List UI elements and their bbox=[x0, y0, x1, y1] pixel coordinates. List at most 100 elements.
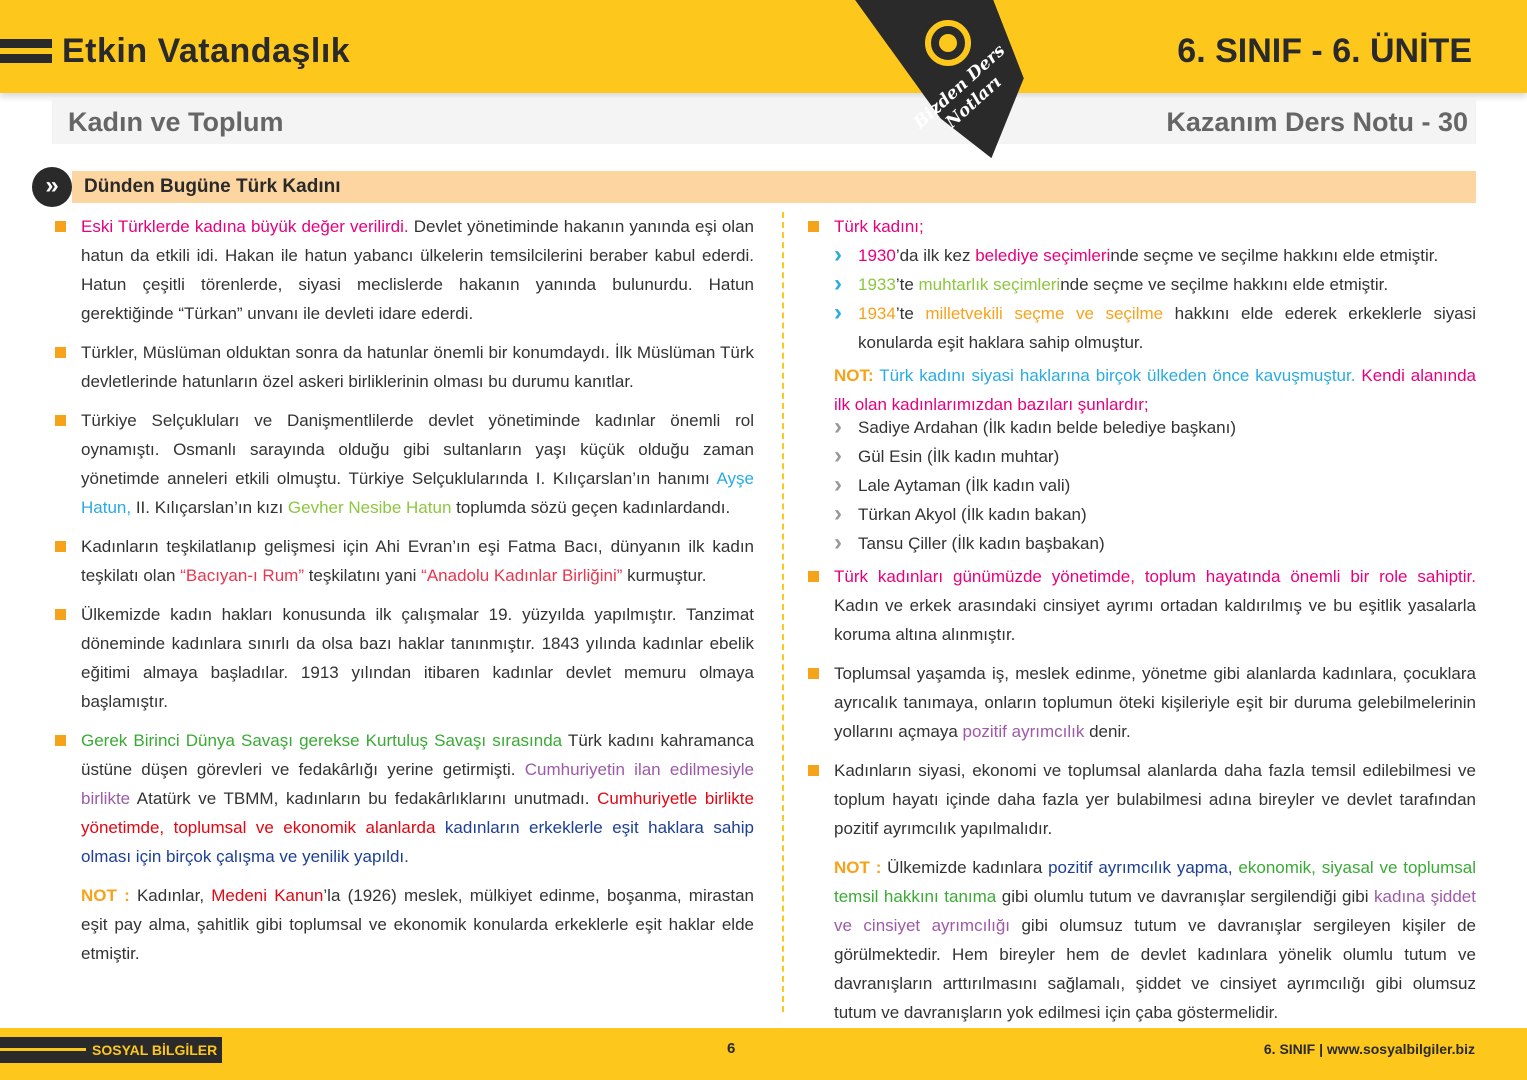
text-run: Lale Aytaman (İlk kadın vali) bbox=[858, 476, 1071, 495]
chevron-right-icon: › bbox=[834, 500, 842, 527]
square-bullet-icon bbox=[808, 571, 819, 582]
text-run: Türk kadını siyasi haklarına birçok ülke… bbox=[873, 366, 1356, 385]
bullet-paragraph: Türkler, Müslüman olduktan sonra da hatu… bbox=[55, 338, 754, 396]
left-column: Eski Türklerde kadına büyük değer verili… bbox=[55, 212, 754, 972]
text-run: Gül Esin (İlk kadın muhtar) bbox=[858, 447, 1060, 466]
text-run: Devlet yönetiminde hakanın yanında eşi o… bbox=[81, 217, 754, 323]
text-run: ’te bbox=[895, 275, 919, 294]
unit-label: 6. SINIF - 6. ÜNİTE bbox=[1177, 32, 1472, 70]
text-run: Türkan Akyol (İlk kadın bakan) bbox=[858, 505, 1087, 524]
text-run: II. Kılıçarslan’ın kızı bbox=[131, 498, 288, 517]
list-item: › 1933’te muhtarlık seçimlerinde seçme ve… bbox=[834, 270, 1476, 299]
chevron-right-icon: › bbox=[834, 471, 842, 498]
list-item: › 1934’te milletvekili seçme ve seçilme h… bbox=[834, 299, 1476, 357]
text-run: kadınların erkeklerle eşit haklara sahip… bbox=[81, 818, 754, 866]
footer-bar bbox=[0, 1028, 1527, 1080]
chevron-right-icon: › bbox=[834, 299, 842, 326]
footer-subject: SOSYAL BİLGİLER bbox=[0, 1037, 222, 1063]
square-bullet-icon bbox=[55, 735, 66, 746]
list-item: › Sadiye Ardahan (İlk kadın belde belediy… bbox=[834, 413, 1476, 442]
right-column: Türk kadını; › 1930’da ilk kez belediye se… bbox=[808, 212, 1476, 1031]
text-run: Kadınların teşkilatlanıp gelişmesi için … bbox=[81, 537, 754, 585]
text-run: Kadınlar, bbox=[129, 886, 212, 905]
header-bar bbox=[0, 0, 1527, 93]
text-run: kurmuştur. bbox=[622, 566, 707, 585]
sub-list: › Sadiye Ardahan (İlk kadın belde belediy… bbox=[834, 413, 1476, 558]
text-run: Türk kadını; bbox=[834, 217, 924, 236]
text-run: ekonomik, siyasal ve toplumsal temsil ha… bbox=[834, 858, 1477, 906]
text-run: 1934 bbox=[858, 304, 896, 323]
chevron-right-icon: › bbox=[834, 413, 842, 440]
text-run: milletvekili seçme ve seçilme bbox=[925, 304, 1164, 323]
footer-website[interactable]: 6. SINIF | www.sosyalbilgiler.biz bbox=[1263, 1041, 1475, 1057]
text-run: Ülkemizde kadınlara bbox=[881, 858, 1049, 877]
list-item: › Türkan Akyol (İlk kadın bakan) bbox=[834, 500, 1476, 529]
square-bullet-icon bbox=[808, 221, 819, 232]
text-run: Ülkemizde kadın hakları konusunda ilk ça… bbox=[81, 605, 754, 711]
bullet-paragraph: Türk kadınları günümüzde yönetimde, topl… bbox=[808, 562, 1476, 649]
text-run: 1930 bbox=[858, 246, 896, 265]
text-run: nde seçme ve seçilme hakkını elde etmişt… bbox=[1060, 275, 1389, 294]
text-run: Kadın ve erkek arasındaki cinsiyet ayrım… bbox=[834, 596, 1476, 644]
bullet-paragraph: Türkiye Selçukluları ve Danişmentlilerde… bbox=[55, 406, 754, 522]
text-run: Eski Türklerde kadına büyük değer verili… bbox=[81, 217, 409, 236]
sub-list: › 1930’da ilk kez belediye seçimlerinde s… bbox=[834, 241, 1476, 357]
text-run: Toplumsal yaşamda iş, meslek edinme, yön… bbox=[834, 664, 1476, 741]
text-run: Türk kadınları günümüzde yönetimde, topl… bbox=[834, 567, 1476, 586]
chevron-right-icon: › bbox=[834, 241, 842, 268]
text-run: Sadiye Ardahan (İlk kadın belde belediye… bbox=[858, 418, 1237, 437]
text-run: Ayşe Hatun, bbox=[81, 469, 754, 517]
text-run: pozitif ayrımcılık yapma, bbox=[1048, 858, 1233, 877]
chevron-right-icon: › bbox=[834, 442, 842, 469]
text-run: NOT : bbox=[81, 886, 130, 905]
text-run: ’da ilk kez bbox=[895, 246, 976, 265]
text-run: gibi olumsuz tutum ve davranışlar sergil… bbox=[834, 916, 1476, 1022]
bullet-paragraph: Eski Türklerde kadına büyük değer verili… bbox=[55, 212, 754, 328]
bullet-paragraph: Türk kadını; bbox=[808, 212, 1476, 241]
text-run: Cumhuriyetle birlikte yönetimde, toplums… bbox=[81, 789, 754, 837]
bullet-paragraph: Ülkemizde kadın hakları konusunda ilk ça… bbox=[55, 600, 754, 716]
text-run: Gerek Birinci Dünya Savaşı gerekse Kurtu… bbox=[81, 731, 563, 750]
text-run: ’la (1926) meslek, mülkiyet edinme, boşa… bbox=[81, 886, 754, 963]
page-number: 6 bbox=[727, 1040, 736, 1057]
text-run: toplumda sözü geçen kadınlardandı. bbox=[451, 498, 731, 517]
bullet-paragraph: Gerek Birinci Dünya Savaşı gerekse Kurtu… bbox=[55, 726, 754, 871]
section-header: Dünden Bugüne Türk Kadını bbox=[72, 171, 1476, 203]
text-run: Gevher Nesibe Hatun bbox=[287, 498, 452, 517]
text-run: NOT : bbox=[834, 858, 882, 877]
text-run: Kendi alanında ilk olan kadınlarımızdan … bbox=[834, 366, 1476, 414]
list-item: › 1930’da ilk kez belediye seçimlerinde s… bbox=[834, 241, 1476, 270]
square-bullet-icon bbox=[808, 765, 819, 776]
bullet-paragraph: Kadınların siyasi, ekonomi ve toplumsal … bbox=[808, 756, 1476, 843]
list-item: › Gül Esin (İlk kadın muhtar) bbox=[834, 442, 1476, 471]
bullet-paragraph: Kadınların teşkilatlanıp gelişmesi için … bbox=[55, 532, 754, 590]
text-run: Atatürk ve TBMM, kadınların bu fedakârlı… bbox=[130, 789, 598, 808]
text-run: “Bacıyan-ı Rum” bbox=[180, 566, 304, 585]
note-number: Kazanım Ders Notu - 30 bbox=[1166, 107, 1468, 137]
text-run: hakkını elde ederek erkeklerle siyasi ko… bbox=[858, 304, 1476, 352]
text-run: “Anadolu Kadınlar Birliğini” bbox=[421, 566, 623, 585]
text-run: Türkiye Selçukluları ve Danişmentlilerde… bbox=[81, 411, 754, 488]
note-paragraph: NOT : Kadınlar, Medeni Kanun’la (1926) m… bbox=[55, 881, 754, 968]
badge-text: Bizden Ders Notları bbox=[910, 40, 1010, 133]
chevron-right-icon: › bbox=[834, 529, 842, 556]
square-bullet-icon bbox=[55, 609, 66, 620]
square-bullet-icon bbox=[55, 541, 66, 552]
section-title: Dünden Bugüne Türk Kadını bbox=[84, 176, 341, 197]
text-run: Türkler, Müslüman olduktan sonra da hatu… bbox=[81, 343, 754, 391]
text-run: nde seçme ve seçilme hakkını elde etmişt… bbox=[1110, 246, 1439, 265]
target-icon bbox=[925, 20, 971, 66]
bullet-paragraph: Toplumsal yaşamda iş, meslek edinme, yön… bbox=[808, 659, 1476, 746]
text-run: Cumhuriyetin ilan edilmesiyle birlikte bbox=[81, 760, 754, 808]
text-run: gibi olumlu tutum ve davranışlar sergile… bbox=[996, 887, 1375, 906]
text-run: belediye seçimleri bbox=[975, 246, 1111, 265]
column-divider bbox=[782, 212, 784, 1012]
list-item: › Lale Aytaman (İlk kadın vali) bbox=[834, 471, 1476, 500]
note-paragraph: NOT: Türk kadını siyasi haklarına birçok… bbox=[808, 361, 1476, 419]
menu-bars-icon bbox=[0, 39, 52, 69]
text-run: Tansu Çiller (İlk kadın başbakan) bbox=[858, 534, 1105, 553]
list-item: › Tansu Çiller (İlk kadın başbakan) bbox=[834, 529, 1476, 558]
text-run: ’te bbox=[895, 304, 926, 323]
text-run: pozitif ayrımcılık bbox=[962, 722, 1085, 741]
text-run: NOT: bbox=[834, 366, 874, 385]
